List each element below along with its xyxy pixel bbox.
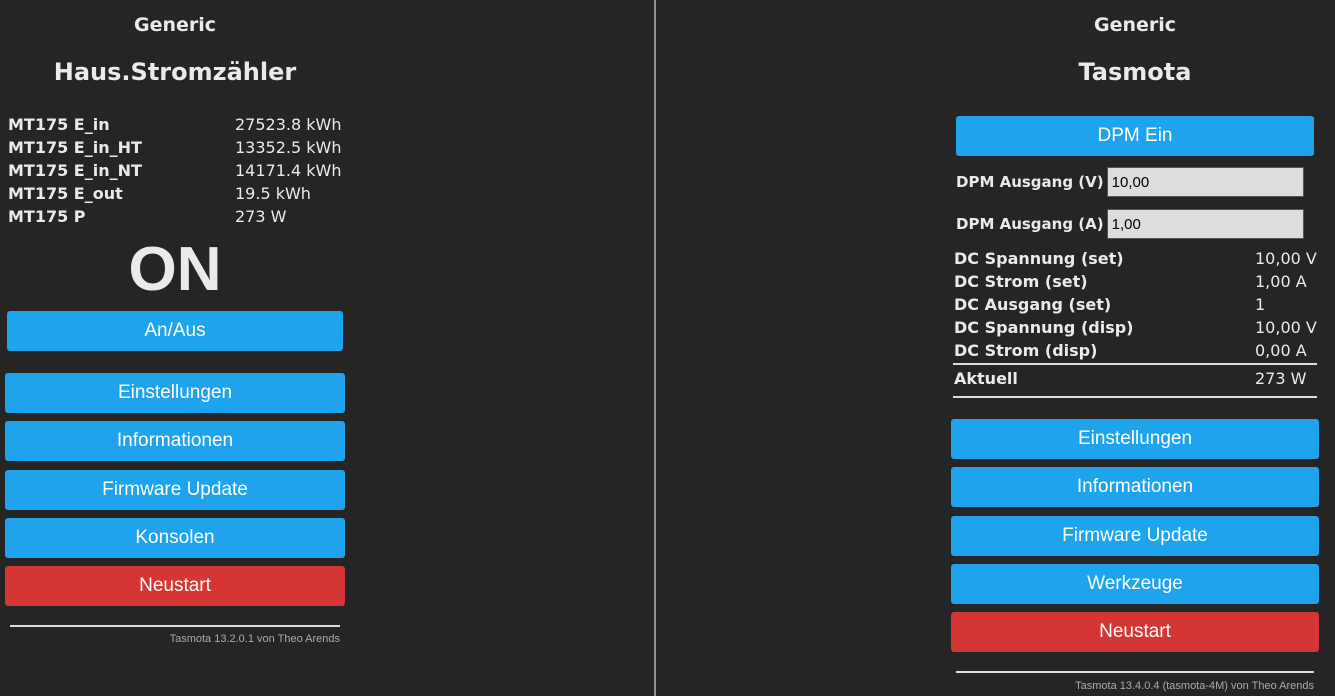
power-state: ON <box>128 235 222 304</box>
sensor-value: 1,00 A <box>1255 272 1307 291</box>
sensor-value: 27523.8 kWh <box>235 115 342 134</box>
right-footer: Tasmota 13.4.0.4 (tasmota-4M) von Theo A… <box>1075 680 1314 692</box>
actual-power-row: Aktuell 273 W <box>954 367 1306 390</box>
sensor-row: DC Spannung (disp) 10,00 V <box>954 316 1317 339</box>
sensor-row: DC Ausgang (set) 1 <box>954 293 1317 316</box>
left-device-pane: Generic Haus.Stromzähler MT175 E_in 2752… <box>0 0 654 696</box>
footer-divider <box>10 625 340 627</box>
pane-divider <box>654 0 656 696</box>
sensor-label: MT175 E_out <box>8 184 123 203</box>
sensor-label: MT175 E_in <box>8 115 110 134</box>
tools-button[interactable]: Werkzeuge <box>951 564 1319 604</box>
console-button[interactable]: Konsolen <box>5 518 345 558</box>
sensor-label: DC Spannung (disp) <box>954 318 1134 337</box>
left-sensor-table: MT175 E_in 27523.8 kWh MT175 E_in_HT 133… <box>8 113 341 228</box>
sensor-label: MT175 E_in_NT <box>8 161 142 180</box>
sensor-value: 13352.5 kWh <box>235 138 342 157</box>
sensor-label: DC Strom (set) <box>954 272 1088 291</box>
sensor-row: MT175 E_in_NT 14171.4 kWh <box>8 159 341 182</box>
sensor-value: 10,00 V <box>1255 318 1317 337</box>
actual-top-divider <box>953 363 1317 365</box>
sensor-row: MT175 E_out 19.5 kWh <box>8 182 341 205</box>
settings-button[interactable]: Einstellungen <box>951 419 1319 459</box>
current-field-label: DPM Ausgang (A) <box>956 215 1104 233</box>
voltage-field-label: DPM Ausgang (V) <box>956 173 1104 191</box>
footer-divider <box>956 671 1314 673</box>
sensor-value: 273 W <box>235 207 287 226</box>
sensor-label: MT175 E_in_HT <box>8 138 142 157</box>
information-button[interactable]: Informationen <box>5 421 345 461</box>
settings-button[interactable]: Einstellungen <box>5 373 345 413</box>
sensor-row: DC Strom (disp) 0,00 A <box>954 339 1317 362</box>
current-field-row: DPM Ausgang (A) <box>956 209 1304 239</box>
sensor-value: 19.5 kWh <box>235 184 311 203</box>
sensor-row: DC Strom (set) 1,00 A <box>954 270 1317 293</box>
restart-button[interactable]: Neustart <box>951 612 1319 652</box>
sensor-label: DC Strom (disp) <box>954 341 1098 360</box>
voltage-input[interactable] <box>1106 167 1304 197</box>
firmware-update-button[interactable]: Firmware Update <box>951 516 1319 556</box>
voltage-field-row: DPM Ausgang (V) <box>956 167 1304 197</box>
actual-power-label: Aktuell <box>954 369 1018 388</box>
sensor-label: DC Spannung (set) <box>954 249 1124 268</box>
left-footer: Tasmota 13.2.0.1 von Theo Arends <box>169 633 340 645</box>
sensor-value: 10,00 V <box>1255 249 1317 268</box>
sensor-label: DC Ausgang (set) <box>954 295 1112 314</box>
information-button[interactable]: Informationen <box>951 467 1319 507</box>
sensor-label: MT175 P <box>8 207 86 226</box>
dpm-on-button[interactable]: DPM Ein <box>956 116 1314 156</box>
restart-button[interactable]: Neustart <box>5 566 345 606</box>
current-input[interactable] <box>1106 209 1304 239</box>
actual-bottom-divider <box>953 396 1317 398</box>
sensor-value: 1 <box>1255 295 1266 314</box>
left-device-type: Generic <box>133 14 217 36</box>
left-device-name: Haus.Stromzähler <box>53 58 297 86</box>
firmware-update-button[interactable]: Firmware Update <box>5 470 345 510</box>
sensor-value: 14171.4 kWh <box>235 161 342 180</box>
right-sensor-table: DC Spannung (set) 10,00 V DC Strom (set)… <box>954 247 1317 362</box>
sensor-value: 0,00 A <box>1255 341 1307 360</box>
right-device-name: Tasmota <box>1078 58 1192 86</box>
toggle-power-button[interactable]: An/Aus <box>7 311 343 351</box>
actual-power-value: 273 W <box>1255 369 1307 388</box>
actual-power-table: Aktuell 273 W <box>954 367 1306 390</box>
sensor-row: DC Spannung (set) 10,00 V <box>954 247 1317 270</box>
sensor-row: MT175 P 273 W <box>8 205 341 228</box>
right-device-type: Generic <box>1093 14 1177 36</box>
sensor-row: MT175 E_in_HT 13352.5 kWh <box>8 136 341 159</box>
sensor-row: MT175 E_in 27523.8 kWh <box>8 113 341 136</box>
right-device-pane: Generic Tasmota DPM Ein DPM Ausgang (V) … <box>656 0 1335 696</box>
